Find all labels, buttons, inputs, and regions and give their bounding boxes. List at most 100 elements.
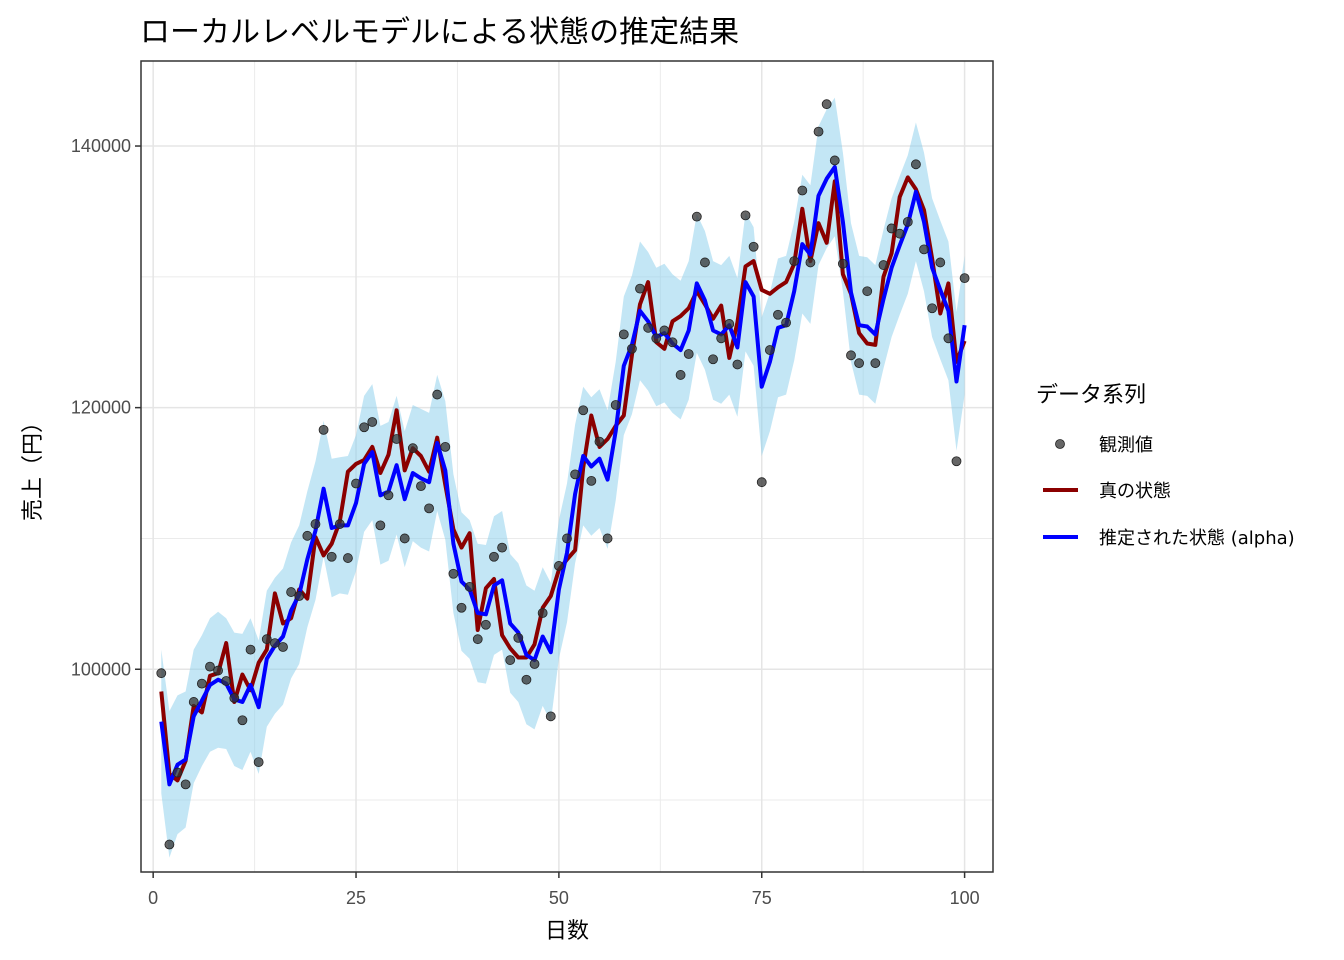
observation-point	[513, 632, 524, 643]
observation-point	[959, 273, 970, 284]
observation-point	[269, 638, 280, 648]
observation-point	[383, 490, 394, 501]
observation-point	[562, 533, 572, 544]
observation-points	[156, 99, 970, 850]
observation-point	[172, 767, 183, 778]
observation-point	[756, 477, 767, 488]
legend-key-point	[1055, 439, 1065, 449]
observation-point	[440, 441, 451, 452]
observation-point	[578, 405, 589, 416]
interval-band	[161, 97, 965, 858]
observation-point	[472, 634, 483, 645]
observation-point	[245, 644, 256, 655]
x-tick-label: 100	[950, 888, 980, 908]
observation-point	[416, 481, 426, 492]
observation-point	[286, 587, 297, 597]
observation-point	[521, 674, 532, 685]
observation-point	[878, 260, 889, 270]
observation-point	[351, 478, 361, 489]
observation-point	[537, 608, 548, 618]
observation-point	[367, 417, 378, 427]
observation-point	[505, 655, 516, 665]
observation-point	[294, 591, 305, 601]
observation-point	[253, 757, 264, 768]
observation-point	[156, 668, 167, 679]
x-tick-label: 25	[346, 888, 366, 908]
legend-title: データ系列	[1036, 383, 1146, 408]
observation-point	[399, 533, 410, 544]
observation-point	[180, 779, 191, 790]
x-tick-label: 75	[752, 888, 772, 908]
y-tick-label: 140000	[71, 136, 131, 156]
estimated-state-line	[159, 165, 967, 787]
observation-point	[318, 424, 329, 435]
observation-point	[359, 422, 370, 433]
chart-title: ローカルレベルモデルによる状態の推定結果	[140, 15, 739, 50]
observation-point	[464, 581, 475, 592]
observation-point	[237, 715, 248, 726]
observation-point	[205, 661, 215, 672]
observation-point	[764, 345, 775, 355]
observation-point	[659, 325, 670, 336]
observation-point	[708, 354, 718, 365]
observation-point	[497, 542, 507, 553]
observation-point	[221, 676, 232, 686]
observation-point	[586, 475, 597, 486]
observation-point	[489, 551, 499, 562]
legend-label: 推定された状態 (alpha)	[1099, 528, 1295, 549]
observation-point	[894, 228, 905, 239]
observation-point	[529, 659, 540, 669]
observation-point	[732, 359, 743, 370]
observation-point	[391, 434, 402, 444]
observation-point	[343, 553, 353, 563]
observation-point	[610, 400, 621, 410]
observation-point	[213, 665, 223, 676]
observation-point	[935, 257, 946, 268]
observation-point	[602, 533, 613, 544]
observation-point	[594, 436, 605, 447]
observation-point	[748, 241, 759, 252]
observation-point	[164, 839, 175, 850]
observation-point	[334, 519, 345, 529]
observation-point	[821, 99, 832, 110]
observation-point	[480, 619, 491, 630]
observation-point	[570, 469, 581, 480]
observation-point	[196, 678, 207, 689]
legend-label: 真の状態	[1099, 481, 1171, 502]
legend-label: 観測値	[1099, 435, 1153, 456]
observation-point	[927, 303, 938, 314]
observation-point	[448, 568, 459, 579]
x-axis: 0 25 50 75 100	[148, 872, 980, 908]
observation-point	[553, 561, 564, 571]
observation-point	[902, 216, 913, 227]
observation-point	[829, 155, 840, 166]
x-tick-label: 0	[148, 888, 158, 908]
observation-point	[407, 443, 418, 454]
observation-point	[229, 693, 240, 703]
plot-border	[140, 60, 994, 873]
observation-point	[740, 210, 751, 221]
observation-point	[789, 256, 800, 267]
observation-point	[797, 185, 808, 196]
observation-point	[870, 358, 881, 369]
observation-point	[781, 317, 791, 328]
observation-point	[310, 519, 321, 529]
observation-point	[846, 350, 856, 361]
observation-point	[805, 257, 816, 268]
observation-point	[837, 258, 848, 269]
observation-point	[886, 223, 897, 234]
observation-point	[919, 244, 929, 255]
observation-point	[773, 309, 783, 320]
observation-point	[643, 322, 654, 333]
plot-panel	[141, 61, 993, 872]
observation-point	[911, 159, 921, 170]
observation-point	[691, 211, 702, 222]
observation-point	[188, 697, 199, 707]
y-axis-title: 売上（円）	[21, 411, 46, 521]
observation-point	[618, 329, 629, 340]
observation-point	[375, 520, 386, 531]
observation-point	[278, 642, 288, 652]
observation-point	[854, 358, 865, 369]
